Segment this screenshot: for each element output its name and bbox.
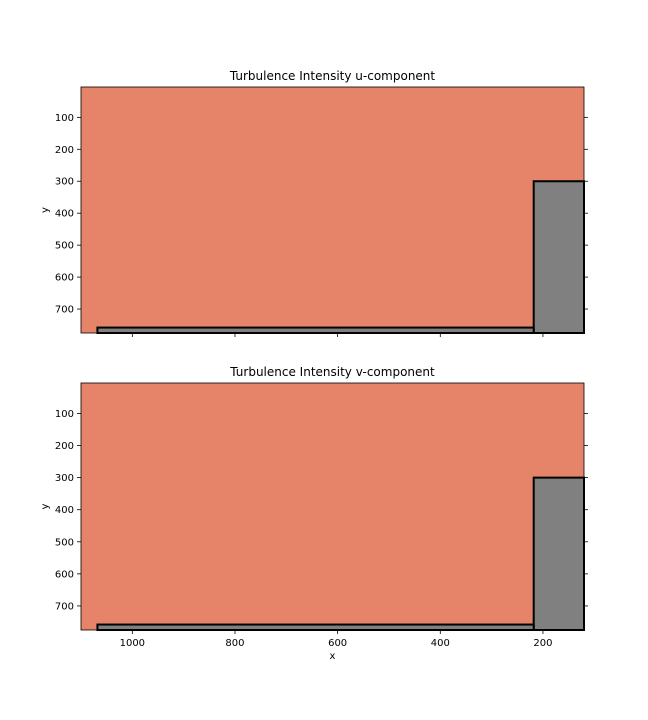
- x-tick-label: 600: [328, 638, 347, 649]
- obstacle-2: [96, 623, 535, 631]
- y-axis-label: y: [40, 503, 51, 509]
- panel-2: Turbulence Intensity v-component 100 200 30…: [40, 365, 588, 662]
- y-tick-label: 200: [55, 441, 74, 452]
- obstacle-1: [532, 180, 586, 334]
- y-tick-label: 500: [55, 241, 74, 252]
- y-tick-label: 300: [55, 473, 74, 484]
- intensity-field: [81, 87, 584, 333]
- y-axis-label: y: [40, 207, 51, 213]
- obstacle-2: [96, 326, 535, 334]
- x-axis-label: x: [330, 651, 336, 662]
- y-tick-label: 700: [55, 601, 74, 612]
- x-tick-label: 1000: [120, 638, 145, 649]
- x-tick-label: 400: [431, 638, 450, 649]
- panel-1: Turbulence Intensity u-component 100 200 30…: [40, 69, 588, 337]
- y-tick-label: 500: [55, 537, 74, 548]
- x-tick-label: 200: [533, 638, 552, 649]
- y-tick-label: 400: [55, 505, 74, 516]
- y-tick-label: 400: [55, 209, 74, 220]
- y-tick-label: 300: [55, 177, 74, 188]
- y-tick-label: 600: [55, 569, 74, 580]
- intensity-field: [81, 383, 584, 630]
- panel-title: Turbulence Intensity v-component: [229, 365, 435, 379]
- y-tick-label: 100: [55, 409, 74, 420]
- y-tick-label: 100: [55, 113, 74, 124]
- axes-frame: [80, 382, 585, 631]
- y-tick-label: 700: [55, 305, 74, 316]
- y-tick-label: 600: [55, 273, 74, 284]
- axes-frame: [80, 86, 585, 334]
- panel-title: Turbulence Intensity u-component: [229, 69, 436, 83]
- obstacle-1: [532, 476, 586, 632]
- x-tick-label: 800: [225, 638, 244, 649]
- y-tick-label: 200: [55, 145, 74, 156]
